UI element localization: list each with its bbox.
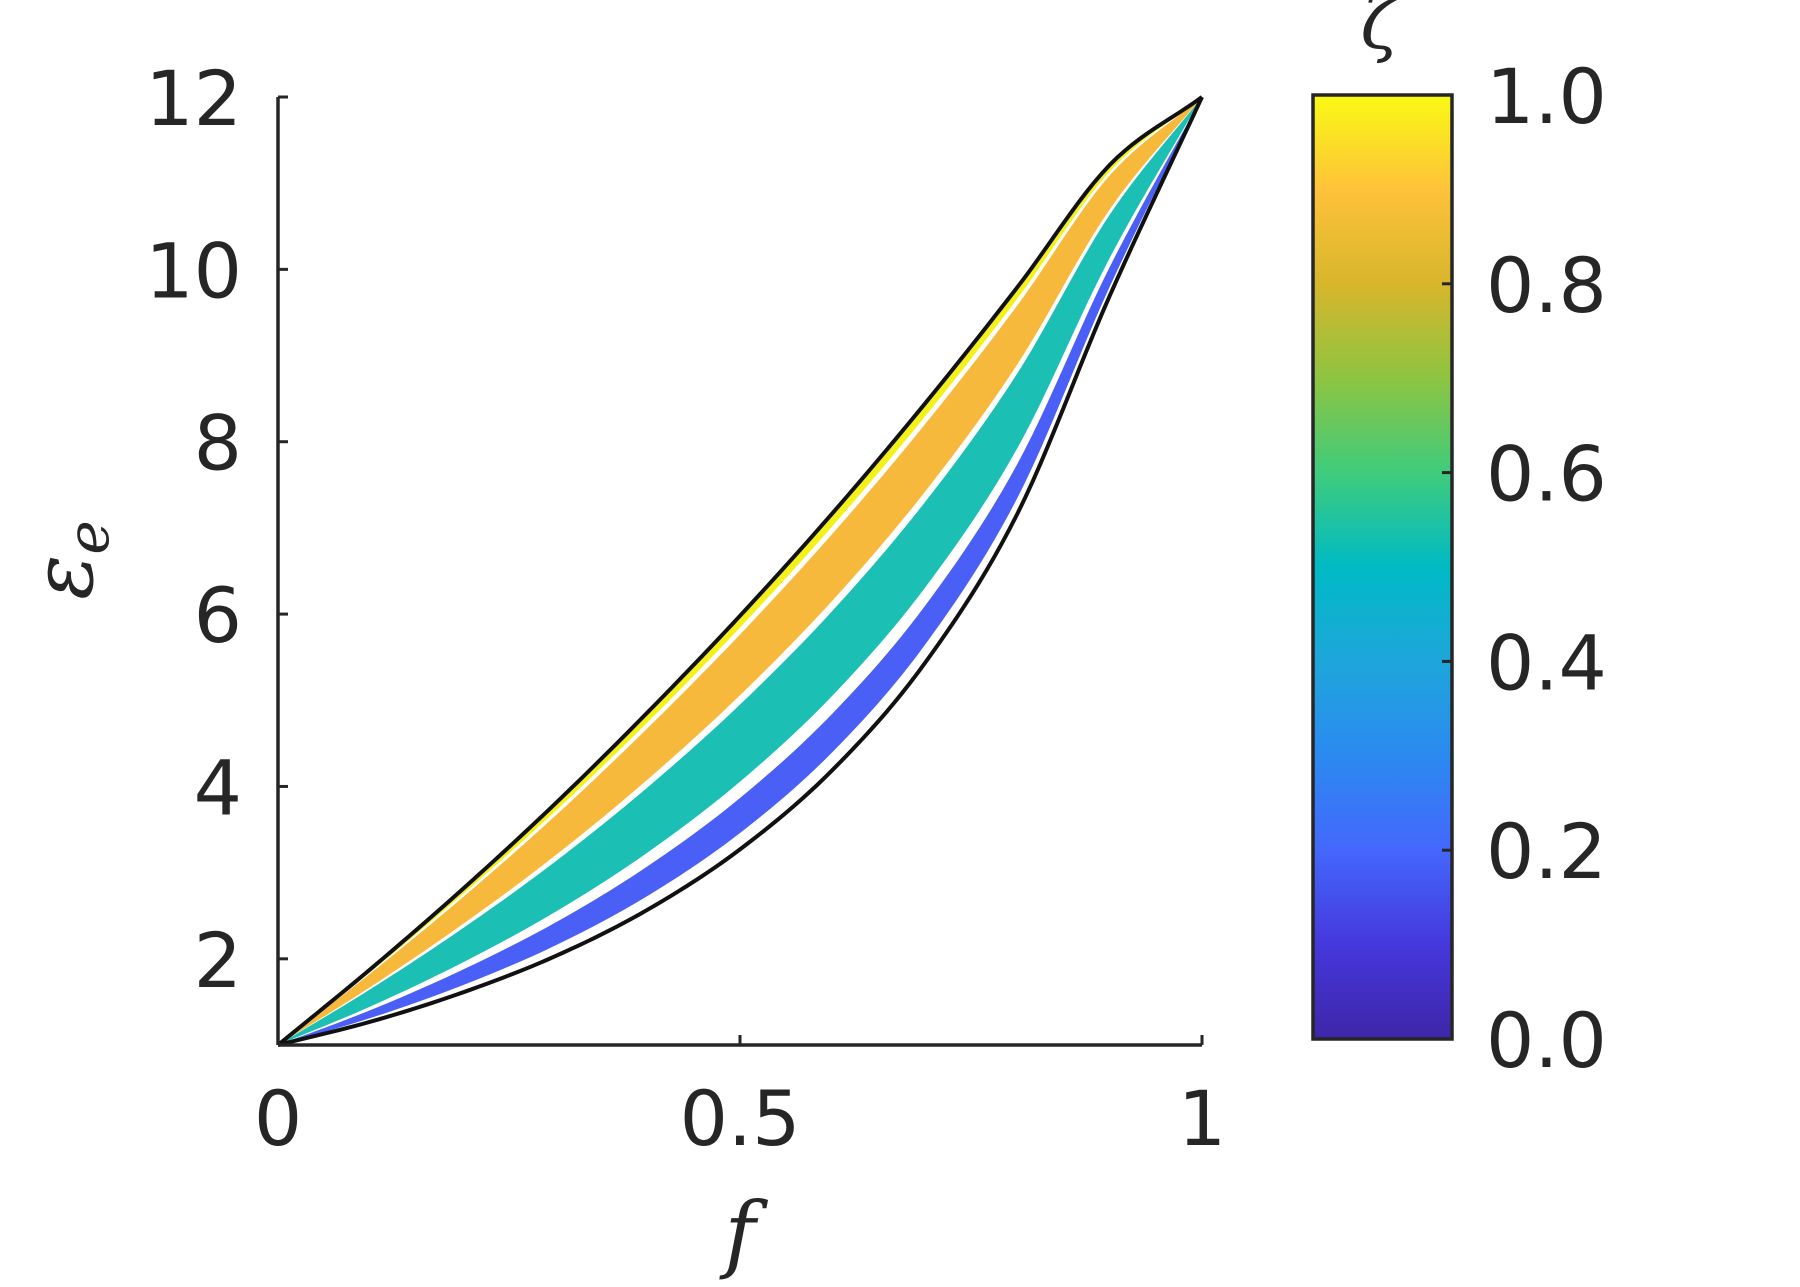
x-tick-label: 1 xyxy=(1178,1074,1226,1163)
colorbar: 0.0 0.2 0.4 0.6 0.8 1.0 xyxy=(1311,52,1607,1085)
band-3 xyxy=(278,97,1202,1045)
y-tick-label: 6 xyxy=(194,571,242,660)
colorbar-label: ζ xyxy=(1360,0,1403,65)
y-tick-label: 4 xyxy=(194,743,242,832)
colorbar-tick-label: 0.2 xyxy=(1486,807,1607,896)
lower-bound-curve xyxy=(277,96,1204,1047)
upper-bound-curve xyxy=(276,95,1204,1047)
colorbar-tick-label: 0.6 xyxy=(1486,430,1607,519)
y-tick-label: 10 xyxy=(145,226,242,315)
colorbar-tick-label: 0.8 xyxy=(1486,241,1607,330)
x-tick-label: 0.5 xyxy=(680,1074,801,1163)
y-tick-label: 12 xyxy=(145,54,242,143)
x-tick-label: 0 xyxy=(254,1074,302,1163)
y-tick-label: 8 xyxy=(194,399,242,488)
y-axis-label-main: ε xyxy=(14,555,112,600)
y-axis-label: εe xyxy=(14,520,122,599)
colorbar-gradient xyxy=(1311,93,1454,1041)
x-ticks: 0 0.5 1 xyxy=(254,1035,1226,1163)
y-ticks: 2 4 6 8 10 12 xyxy=(145,54,288,1005)
bound-curves xyxy=(276,95,1204,1047)
plot-bands xyxy=(278,97,1202,1045)
svg-text:εe: εe xyxy=(14,520,122,599)
x-axis-label: f xyxy=(718,1184,768,1282)
colorbar-tick-label: 0.0 xyxy=(1486,996,1607,1085)
colorbar-tick-label: 1.0 xyxy=(1486,52,1607,141)
y-tick-label: 2 xyxy=(194,916,242,1005)
colorbar-tick-label: 0.4 xyxy=(1486,618,1607,707)
y-axis-label-subscript: e xyxy=(54,520,122,554)
